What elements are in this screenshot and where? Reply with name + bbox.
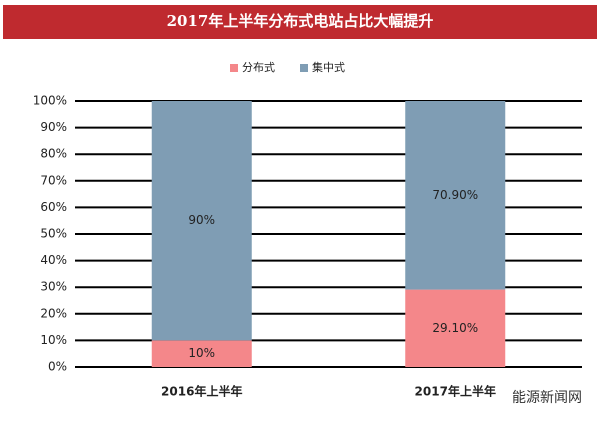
bar-segment (405, 289, 506, 367)
chart-title: 2017年上半年分布式电站占比大幅提升 (167, 12, 434, 30)
watermark: 能源新闻网 (512, 390, 582, 406)
y-tick-label: 100% (33, 94, 67, 108)
y-tick-label: 0% (48, 360, 67, 374)
y-tick-label: 40% (40, 253, 67, 267)
x-tick-label: 2016年上半年 (161, 384, 242, 399)
data-label: 29.10% (432, 321, 478, 335)
legend-label: 集中式 (312, 60, 345, 74)
y-tick-label: 60% (40, 200, 67, 214)
data-label: 90% (188, 213, 215, 227)
y-tick-label: 10% (40, 333, 67, 347)
y-tick-label: 90% (40, 120, 67, 134)
data-label: 10% (188, 346, 215, 360)
legend-label: 分布式 (242, 61, 275, 74)
legend-swatch (300, 64, 308, 72)
y-tick-label: 70% (40, 173, 67, 187)
y-tick-label: 20% (40, 306, 67, 320)
legend-swatch (230, 64, 238, 72)
title-bar (3, 5, 597, 39)
y-tick-label: 50% (40, 227, 67, 241)
y-tick-label: 80% (40, 147, 67, 161)
bar-segment (151, 101, 252, 341)
y-tick-label: 30% (40, 280, 67, 294)
data-label: 70.90% (432, 188, 478, 202)
bar-segment (405, 101, 506, 290)
bar-segment (151, 340, 252, 367)
x-tick-label: 2017年上半年 (415, 384, 496, 399)
